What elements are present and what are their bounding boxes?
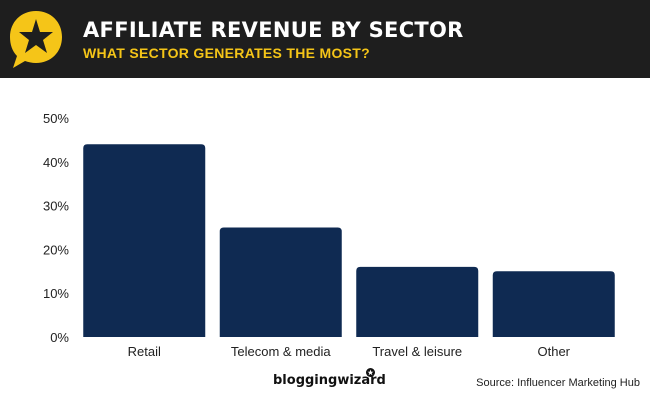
- bar: [219, 227, 342, 337]
- x-category-label: Other: [537, 344, 570, 359]
- chart-title: AFFILIATE REVENUE BY SECTOR: [83, 18, 464, 42]
- y-tick-label: 20%: [43, 242, 69, 257]
- y-tick-label: 50%: [43, 111, 69, 126]
- y-tick-label: 40%: [43, 155, 69, 170]
- bar: [492, 271, 615, 337]
- star-speech-bubble-icon: [10, 11, 62, 68]
- x-category-label: Travel & leisure: [372, 344, 462, 359]
- brand-logo-text: bloggingwizard: [273, 373, 386, 388]
- bar: [356, 266, 479, 337]
- chart-header: AFFILIATE REVENUE BY SECTOR WHAT SECTOR …: [0, 0, 650, 78]
- brand-star-icon: [366, 368, 375, 377]
- source-note: Source: Influencer Marketing Hub: [476, 377, 640, 389]
- y-tick-label: 10%: [43, 286, 69, 301]
- chart-subtitle: WHAT SECTOR GENERATES THE MOST?: [83, 45, 370, 61]
- bar-chart: 0% 10% 20% 30% 40% 50% Retail Telecom & media Tr…: [43, 111, 615, 359]
- y-tick-label: 30%: [43, 199, 69, 214]
- y-tick-label: 0%: [50, 330, 69, 345]
- x-category-label: Retail: [128, 344, 161, 359]
- x-category-label: Telecom & media: [231, 344, 331, 359]
- bar: [83, 144, 206, 337]
